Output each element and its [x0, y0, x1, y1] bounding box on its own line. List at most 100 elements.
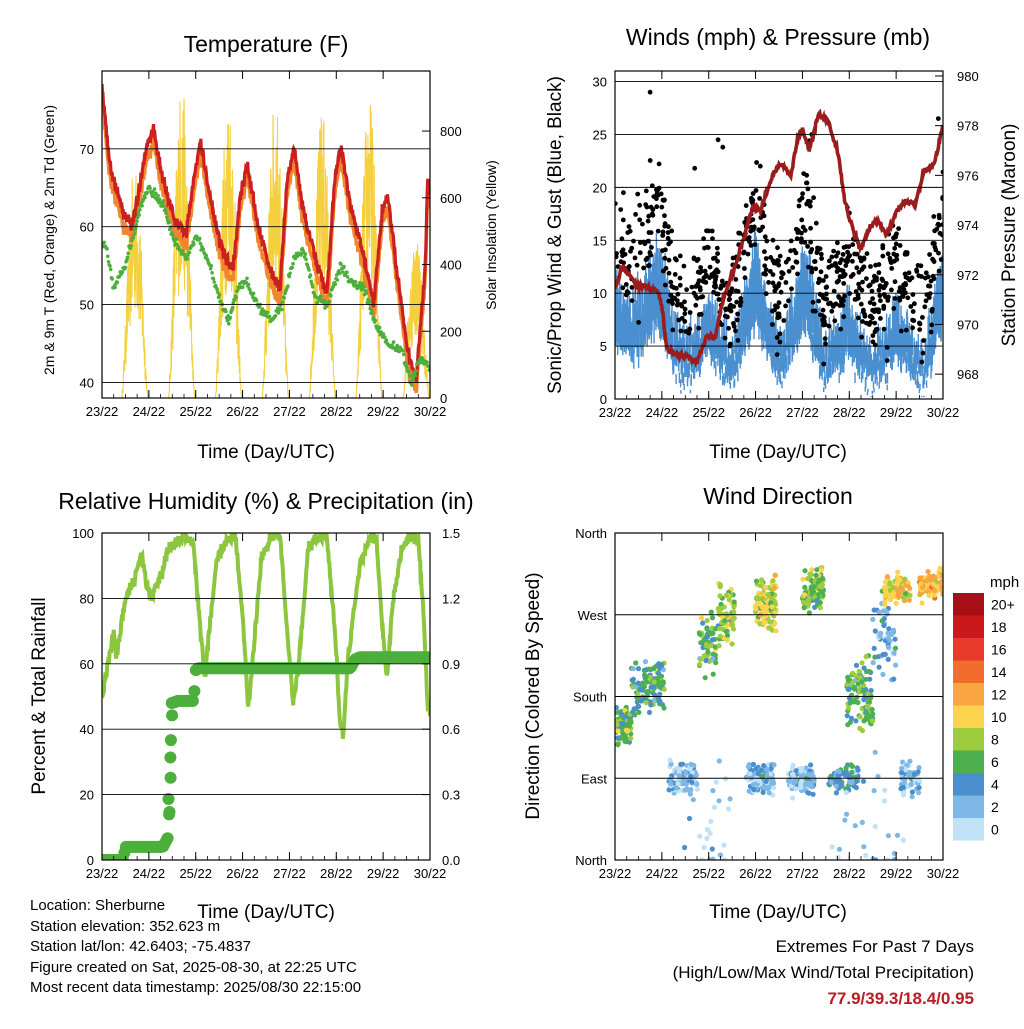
gust-point — [937, 230, 943, 236]
direction-point — [627, 717, 633, 723]
gust-point — [929, 306, 935, 312]
direction-point — [915, 769, 921, 775]
dewpoint-point — [240, 285, 245, 290]
gust-point — [649, 245, 654, 250]
direction-point — [864, 716, 871, 722]
humidity-ytick-right-label: 0.9 — [442, 657, 460, 672]
dewpoint-point — [337, 271, 342, 276]
gust-point — [654, 204, 660, 210]
gust-point — [783, 280, 789, 285]
dewpoint-point — [187, 250, 192, 255]
direction-point — [763, 612, 769, 619]
direction-point — [755, 770, 761, 777]
temperature-ytick-label: 40 — [80, 375, 94, 390]
gust-point — [754, 160, 759, 165]
direction-point — [861, 665, 867, 671]
direction-point — [849, 680, 856, 686]
gust-point — [881, 326, 887, 332]
direction-point — [852, 686, 858, 692]
humidity-axes: 0 20 40 60 80 100 0.0 0.3 0.6 0.9 1.2 1.5 23/22 24/22… — [72, 526, 460, 881]
direction-point — [704, 626, 710, 632]
direction-point — [773, 628, 779, 634]
dewpoint-point — [148, 186, 152, 191]
direction-point — [713, 660, 719, 666]
gust-point — [742, 275, 748, 281]
dewpoint-point — [369, 308, 374, 313]
precip-point — [165, 697, 178, 709]
dewpoint-point — [106, 260, 111, 264]
gust-point — [876, 270, 882, 276]
direction-point — [724, 632, 731, 638]
direction-point — [813, 572, 819, 578]
direction-point — [885, 857, 891, 860]
gust-point — [635, 191, 641, 197]
direction-point — [861, 697, 867, 703]
gust-point — [660, 197, 666, 203]
dewpoint-point — [318, 294, 323, 298]
gust-point — [838, 326, 844, 332]
dewpoint-point — [342, 264, 346, 269]
direction-point — [770, 578, 776, 584]
direction-point — [667, 757, 673, 763]
gust-point — [855, 315, 861, 321]
gust-point — [672, 272, 678, 277]
speed-legend: mph 20+ 18 16 14 12 10 8 6 4 2 0 — [953, 574, 1019, 841]
dewpoint-point — [403, 360, 408, 365]
dewpoint-point — [167, 220, 171, 225]
temperature-xtick-label: 30/22 — [414, 404, 447, 419]
direction-point — [817, 605, 824, 611]
direction-point — [772, 572, 778, 578]
dewpoint-point — [231, 301, 235, 305]
direction-point — [731, 599, 737, 605]
dewpoint-point — [337, 269, 341, 273]
direction-point — [730, 626, 737, 632]
gust-point — [649, 212, 655, 218]
gust-point — [663, 247, 668, 253]
direction-point — [751, 786, 757, 793]
gust-point — [707, 264, 713, 270]
direction-point — [628, 735, 634, 741]
gust-point — [813, 220, 819, 226]
winds-series — [615, 89, 943, 398]
direction-point — [816, 577, 823, 584]
gust-point — [643, 188, 649, 194]
gust-point — [654, 196, 659, 202]
winds-xtick-label: 28/22 — [833, 405, 866, 420]
winds-ytick-label: 5 — [600, 339, 607, 354]
dewpoint-point — [210, 271, 214, 275]
gust-point — [695, 281, 701, 287]
direction-point — [700, 857, 706, 860]
dewpoint-point — [281, 300, 285, 304]
gust-point — [636, 320, 641, 325]
direction-point — [771, 785, 777, 791]
gust-point — [861, 309, 866, 315]
humidity-xtick-label: 27/22 — [273, 866, 306, 881]
solar-line — [102, 98, 430, 398]
direction-point — [710, 788, 716, 794]
dewpoint-point — [404, 365, 409, 370]
direction-point — [843, 789, 849, 796]
gust-point — [841, 314, 847, 320]
gust-point — [831, 288, 837, 294]
direction-point — [882, 584, 888, 591]
gust-point — [713, 284, 718, 290]
gust-point — [684, 287, 689, 292]
gust-point — [743, 203, 749, 209]
gust-point — [634, 262, 640, 268]
gust-point — [933, 247, 939, 253]
winds-ytick-right-label: 974 — [957, 218, 979, 233]
extremes-values: 77.9/39.3/18.4/0.95 — [827, 989, 974, 1008]
gust-point — [808, 239, 813, 245]
dewpoint-point — [345, 270, 349, 275]
gust-point — [889, 287, 894, 293]
direction-point — [713, 779, 719, 785]
direction-point — [660, 680, 666, 687]
gust-point — [841, 245, 847, 250]
gust-point — [723, 307, 729, 313]
dewpoint-point — [156, 193, 160, 198]
humidity-panel: Relative Humidity (%) & Precipitation (i… — [29, 488, 474, 923]
gust-point — [892, 296, 898, 301]
direction-point — [716, 643, 722, 649]
dewpoint-point — [201, 247, 206, 252]
